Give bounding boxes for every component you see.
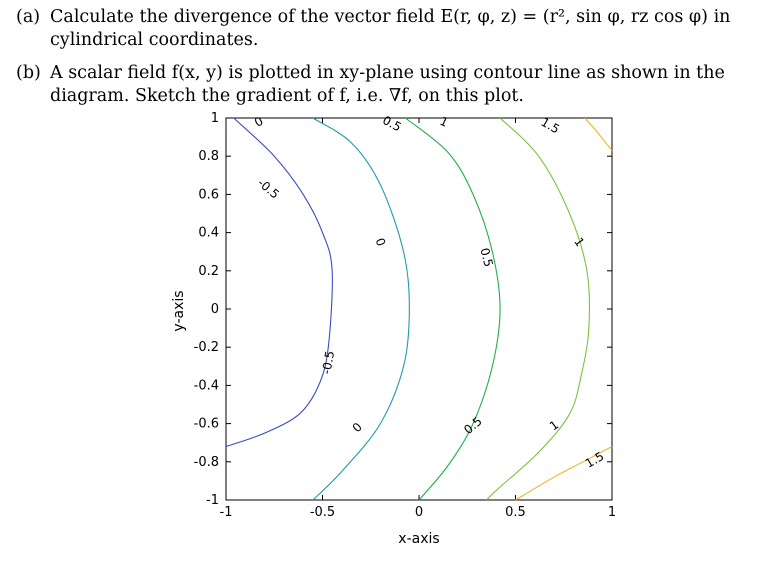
x-tick-label: -1	[220, 505, 233, 520]
y-tick-label: -0.2	[194, 340, 219, 355]
contour-label: 0	[252, 114, 266, 130]
contour-line	[515, 446, 613, 501]
y-tick-label: -0.4	[194, 378, 219, 393]
contour-label: -0.5	[319, 350, 337, 375]
contour-line	[584, 117, 613, 151]
contour-line	[312, 117, 410, 501]
contour-label: 1.5	[583, 449, 607, 471]
x-tick-label: -0.5	[310, 505, 335, 520]
question-b-text: A scalar field f(x, y) is plotted in xy-…	[50, 63, 725, 106]
x-tick-label: 0.5	[505, 505, 526, 520]
y-tick-label: 0.2	[198, 264, 219, 279]
contour-label: 0.5	[380, 113, 403, 134]
contour-line	[405, 117, 501, 501]
y-tick-label: 0.6	[198, 187, 219, 202]
contour-label: 1	[547, 418, 561, 434]
question-a-text: Calculate the divergence of the vector f…	[50, 7, 731, 50]
contour-label: 0.5	[477, 246, 495, 268]
x-axis-title: x-axis	[398, 531, 439, 547]
contour-label: 0.5	[461, 414, 485, 437]
y-tick-label: -0.8	[194, 455, 219, 470]
contour-label: -0.5	[255, 176, 282, 202]
y-tick-label: -0.6	[194, 417, 219, 432]
plot-frame	[225, 117, 613, 501]
x-tick-label: 0	[415, 505, 423, 520]
contour-line	[486, 117, 591, 501]
y-axis-title: y-axis	[171, 290, 187, 331]
y-tick-label: 0.4	[198, 226, 219, 241]
contour-label: 0	[350, 420, 365, 435]
contour-label: 1	[438, 114, 451, 130]
y-tick-label: -1	[206, 493, 219, 508]
y-tick-label: 0.8	[198, 149, 219, 164]
x-tick-label: 1	[608, 505, 616, 520]
question-a: (a) Calculate the divergence of the vect…	[16, 6, 746, 52]
y-tick-label: 0	[211, 302, 219, 317]
contour-label: 0	[373, 236, 389, 248]
question-b: (b) A scalar field f(x, y) is plotted in…	[16, 62, 746, 108]
contour-line	[225, 117, 333, 448]
y-tick-label: 1	[211, 111, 219, 126]
question-b-label: (b)	[16, 63, 41, 83]
question-a-label: (a)	[16, 7, 41, 27]
contour-label: 1	[571, 235, 587, 249]
